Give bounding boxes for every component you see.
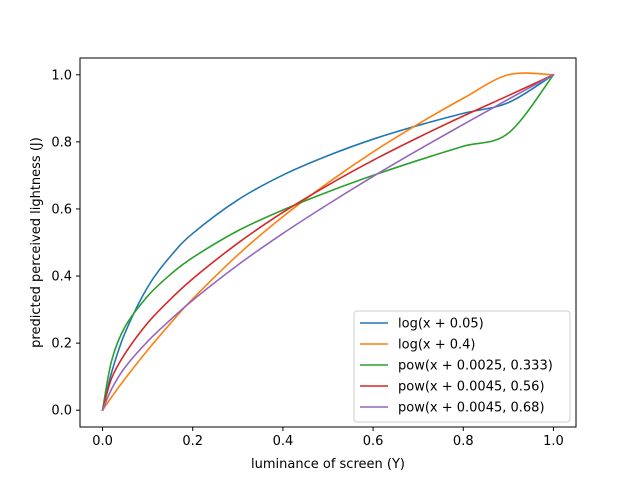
- x-tick-label: 0.2: [182, 434, 203, 449]
- series-line-4: [101, 73, 555, 412]
- x-tick-label: 1.0: [543, 434, 564, 449]
- x-tick-label: 0.0: [92, 434, 113, 449]
- y-tick-label: 0.2: [51, 337, 72, 352]
- series-line-1: [101, 73, 555, 412]
- y-tick-label: 0.8: [51, 135, 72, 150]
- y-tick-label: 0.0: [51, 404, 72, 419]
- legend-entry-label: log(x + 0.05): [398, 317, 484, 332]
- series-line-5: [101, 73, 555, 412]
- x-tick-label: 0.6: [363, 434, 384, 449]
- series-line-3: [101, 73, 555, 412]
- y-axis-label: predicted perceived lightness (J): [29, 137, 44, 348]
- x-tick-label: 0.8: [453, 434, 474, 449]
- x-axis-label: luminance of screen (Y): [251, 457, 405, 472]
- legend-entry-label: pow(x + 0.0045, 0.56): [398, 380, 545, 395]
- y-tick-label: 0.6: [51, 202, 72, 217]
- plot-area-frame: [79, 57, 577, 428]
- y-tick-label: 0.4: [51, 270, 72, 285]
- legend: log(x + 0.05) log(x + 0.4) pow(x + 0.0025,…: [353, 310, 571, 423]
- legend-box: [353, 310, 571, 423]
- legend-entry-label: pow(x + 0.0025, 0.333): [398, 359, 553, 374]
- series-layer: [101, 72, 555, 412]
- legend-entry-label: pow(x + 0.0045, 0.68): [398, 401, 545, 416]
- series-line-2: [101, 72, 555, 412]
- x-tick-label: 0.4: [273, 434, 294, 449]
- y-tick-label: 1.0: [51, 68, 72, 83]
- legend-entry-label: log(x + 0.4): [398, 338, 476, 353]
- ticks-layer: 0.0 0.2 0.4 0.6 0.8 1.0 0.0 0.2 0.4 0.6 0.8 1.0: [51, 68, 563, 449]
